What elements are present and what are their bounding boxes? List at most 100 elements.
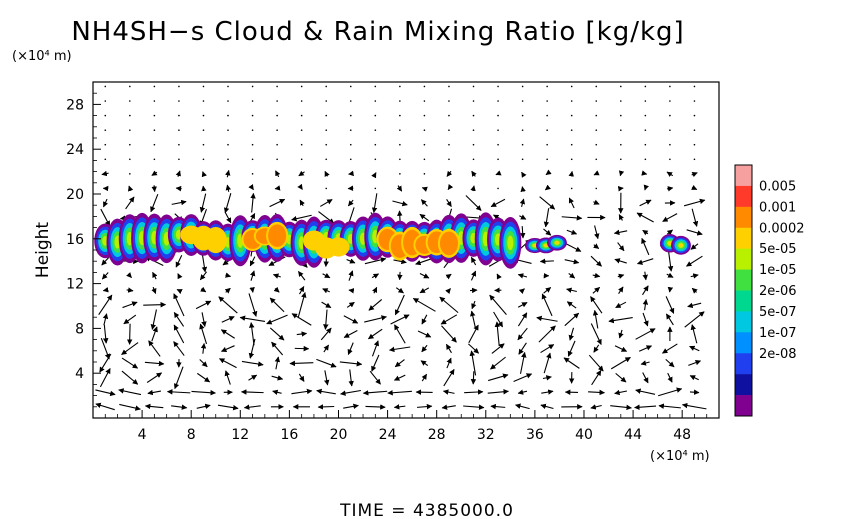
wind-vector: [441, 404, 456, 410]
wind-vector: [412, 297, 436, 312]
wind-vector-dot: [300, 114, 303, 117]
wind-vector: [608, 316, 633, 324]
wind-vector: [126, 323, 133, 345]
wind-vector: [175, 255, 183, 268]
wind-vector: [220, 329, 235, 339]
wind-vector: [248, 184, 254, 191]
wind-vector: [641, 170, 648, 176]
colorbar-swatch: [735, 165, 752, 187]
wind-vector-dot: [570, 129, 573, 131]
wind-vector: [541, 389, 554, 395]
wind-vector-dot: [620, 143, 622, 146]
wind-vector-dot: [349, 85, 352, 88]
wind-vector-dot: [546, 158, 548, 161]
wind-vector: [614, 258, 627, 264]
wind-vector-dot: [276, 85, 278, 88]
wind-vector-dot: [693, 143, 696, 146]
wind-vector: [121, 370, 139, 385]
wind-vector-dot: [669, 114, 671, 117]
wind-vector-dot: [349, 100, 352, 102]
wind-vector: [593, 344, 600, 353]
wind-vector: [393, 404, 406, 410]
wind-vector: [568, 327, 575, 341]
time-label: TIME = 4385000.0: [339, 501, 514, 519]
wind-vector: [224, 370, 231, 385]
wind-vector: [346, 301, 355, 308]
colorbar-swatch: [735, 269, 752, 291]
wind-vector: [362, 390, 388, 396]
wind-vector: [489, 294, 507, 315]
wind-vector-dot: [178, 85, 180, 88]
x-tick-label: 32: [477, 427, 495, 443]
wind-vector: [123, 314, 137, 325]
wind-vector: [249, 213, 256, 222]
x-unit-label: (×10⁴ m): [650, 449, 710, 464]
wind-vector-dot: [570, 187, 573, 190]
wind-vector: [125, 196, 135, 210]
wind-vector: [340, 389, 361, 396]
wind-vector: [618, 329, 624, 339]
wind-vector: [221, 345, 235, 352]
wind-vector-dot: [349, 129, 352, 131]
wind-vector-dot: [521, 85, 524, 88]
wind-vector-dot: [546, 129, 548, 131]
wind-vector: [126, 272, 132, 279]
wind-vector: [171, 404, 188, 410]
wind-vector: [200, 286, 207, 293]
wind-vector: [642, 299, 649, 311]
wind-vector: [201, 171, 207, 178]
wind-vector: [568, 170, 574, 177]
wind-vector: [150, 309, 157, 330]
wind-vector: [274, 185, 281, 191]
wind-vector: [201, 185, 207, 192]
wind-vector: [291, 214, 312, 222]
colorbar-label: 0.0002: [759, 221, 805, 236]
wind-vector: [144, 403, 164, 410]
wind-vector: [148, 340, 161, 357]
wind-vector: [127, 185, 134, 192]
wind-vector: [465, 195, 482, 211]
wind-vector-dot: [693, 158, 696, 161]
wind-vector-dot: [448, 129, 450, 131]
wind-vector: [371, 354, 380, 372]
wind-vector-dot: [595, 114, 598, 117]
cloud-field: [94, 212, 691, 269]
wind-vector: [636, 212, 654, 223]
wind-vector: [690, 324, 698, 344]
wind-vector: [223, 193, 232, 214]
wind-vector: [272, 273, 281, 279]
wind-vector: [151, 286, 157, 295]
wind-vector: [392, 200, 408, 207]
wind-vector: [493, 311, 504, 328]
wind-vector-dot: [153, 85, 156, 88]
colorbar-label: 2e-08: [759, 347, 797, 362]
wind-vector: [445, 288, 451, 295]
wind-vector: [517, 312, 528, 327]
wind-vector-dot: [448, 158, 450, 161]
wind-vector-dot: [202, 100, 205, 102]
colorbar-label: 0.001: [759, 200, 796, 215]
wind-vector-dot: [202, 143, 205, 146]
y-unit-label: (×10⁴ m): [12, 49, 72, 64]
wind-vector: [615, 301, 627, 309]
wind-vector: [322, 288, 330, 294]
wind-vector: [122, 301, 138, 309]
wind-vector: [394, 324, 406, 344]
wind-vector-field: [95, 85, 707, 411]
wind-vector-dot: [595, 100, 598, 102]
wind-vector: [470, 270, 477, 281]
wind-vector: [348, 369, 354, 387]
wind-vector: [177, 273, 183, 280]
wind-vector: [250, 270, 256, 281]
wind-vector-dot: [595, 129, 598, 131]
wind-vector: [487, 388, 509, 395]
wind-vector-dot: [202, 129, 205, 131]
colorbar-swatch: [735, 290, 752, 312]
x-axis: 4 8 12 16 20 24 28 32 36 40 44 48: [104, 410, 708, 443]
wind-vector-dot: [129, 173, 131, 175]
wind-vector: [445, 273, 452, 280]
wind-vector: [152, 271, 158, 280]
wind-vector: [642, 285, 649, 296]
wind-vector: [147, 389, 161, 396]
